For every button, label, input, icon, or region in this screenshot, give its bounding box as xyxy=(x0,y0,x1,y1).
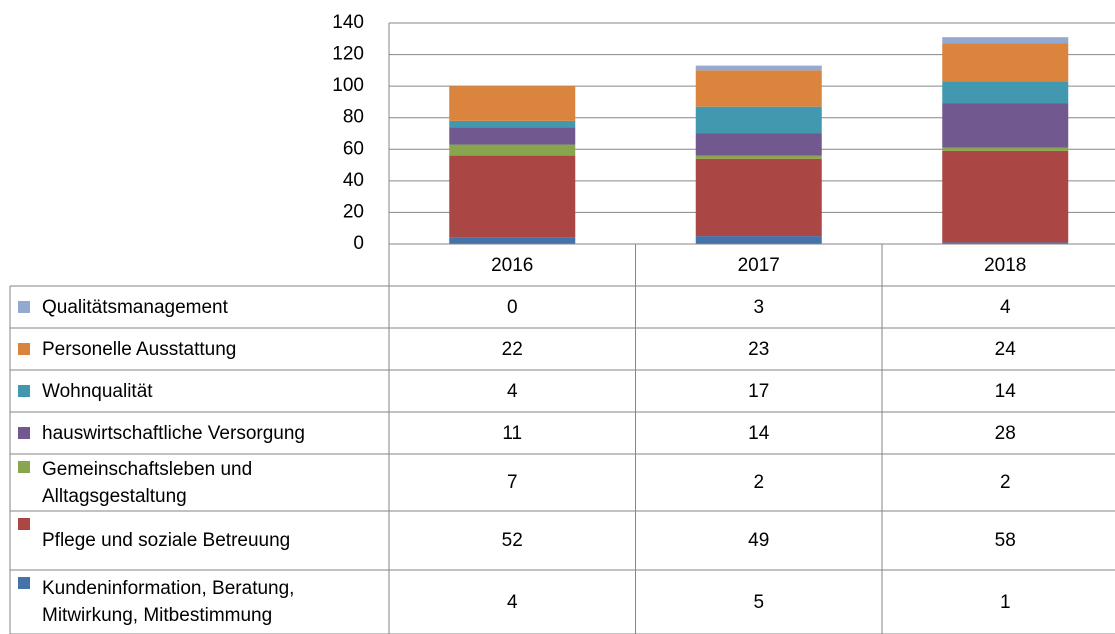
table-value: 22 xyxy=(501,338,523,360)
bar-segment xyxy=(449,120,576,128)
table-value: 49 xyxy=(748,530,770,551)
bar-segment xyxy=(695,65,822,71)
bar-segment xyxy=(942,81,1069,104)
bar-segment xyxy=(449,155,576,238)
legend-entry: Qualitätsmanagement xyxy=(10,286,389,328)
table-value: 52 xyxy=(501,530,523,551)
category-label: 2018 xyxy=(984,254,1027,276)
table-value: 11 xyxy=(502,422,523,444)
legend-label: Qualitätsmanagement xyxy=(42,296,228,318)
table-value: 4 xyxy=(506,591,518,613)
legend-entry: hauswirtschaftliche Versorgung xyxy=(10,412,389,454)
table-value: 14 xyxy=(748,422,770,444)
table-value: 4 xyxy=(999,296,1011,318)
table-value: 23 xyxy=(748,338,770,360)
table-value: 1 xyxy=(999,591,1011,613)
legend-label: Gemeinschaftsleben und Alltagsgestaltung xyxy=(42,458,253,507)
bar-segment xyxy=(695,155,822,159)
legend-label: Wohnqualität xyxy=(42,380,153,402)
y-tick-label: 0 xyxy=(353,233,364,254)
legend-entry: Gemeinschaftsleben und Alltagsgestaltung xyxy=(10,454,389,511)
bar-segment xyxy=(942,150,1069,243)
legend-entry: Personelle Ausstattung xyxy=(10,328,389,370)
legend-entry: Wohnqualität xyxy=(10,370,389,412)
legend-label: Personelle Ausstattung xyxy=(42,338,237,360)
legend-swatch xyxy=(18,518,30,530)
bar-segment xyxy=(942,103,1069,148)
table-value: 17 xyxy=(748,380,770,402)
y-tick-label: 140 xyxy=(332,12,364,33)
bar-segment xyxy=(449,127,576,145)
table-value: 0 xyxy=(506,296,518,318)
bar-segment xyxy=(695,236,822,244)
y-tick-label: 100 xyxy=(332,75,364,96)
bar-segment xyxy=(942,242,1069,244)
legend-swatch xyxy=(18,577,30,589)
legend-label: Kundeninformation, Beratung, Mitwirkung,… xyxy=(42,578,295,626)
legend-entry: Kundeninformation, Beratung, Mitwirkung,… xyxy=(10,570,389,634)
bar-segment xyxy=(449,144,576,156)
table-value: 7 xyxy=(506,472,518,493)
y-tick-label: 20 xyxy=(343,201,364,222)
legend-label: hauswirtschaftliche Versorgung xyxy=(42,422,305,444)
legend-label: Pflege und soziale Betreuung xyxy=(42,530,291,551)
category-label: 2016 xyxy=(491,254,534,276)
bar-segment xyxy=(449,237,576,244)
table-value: 14 xyxy=(994,380,1016,402)
bar-segment xyxy=(695,106,822,134)
y-tick-label: 40 xyxy=(343,170,364,191)
table-value: 5 xyxy=(753,591,765,613)
legend-swatch xyxy=(18,427,30,439)
table-value: 28 xyxy=(994,422,1016,444)
table-value: 2 xyxy=(999,472,1011,493)
table-value: 58 xyxy=(994,530,1016,551)
bar-segment xyxy=(942,43,1069,82)
bar-segment xyxy=(695,158,822,237)
bar-segment xyxy=(942,147,1069,151)
table-value: 4 xyxy=(506,380,518,402)
y-tick-label: 60 xyxy=(343,138,364,159)
legend-swatch xyxy=(18,385,30,397)
bar-segment xyxy=(449,86,576,121)
bar-segment xyxy=(942,37,1069,44)
table-value: 2 xyxy=(753,472,765,493)
table-value: 24 xyxy=(994,338,1016,360)
bar-segment xyxy=(695,70,822,107)
legend-swatch xyxy=(18,461,30,473)
bar-segment xyxy=(695,133,822,156)
table-value: 3 xyxy=(753,296,765,318)
y-tick-label: 120 xyxy=(332,44,364,65)
y-tick-label: 80 xyxy=(343,107,364,128)
legend-entry: Pflege und soziale Betreuung xyxy=(10,511,389,570)
legend-swatch xyxy=(18,301,30,313)
legend-swatch xyxy=(18,343,30,355)
category-label: 2017 xyxy=(737,254,780,276)
